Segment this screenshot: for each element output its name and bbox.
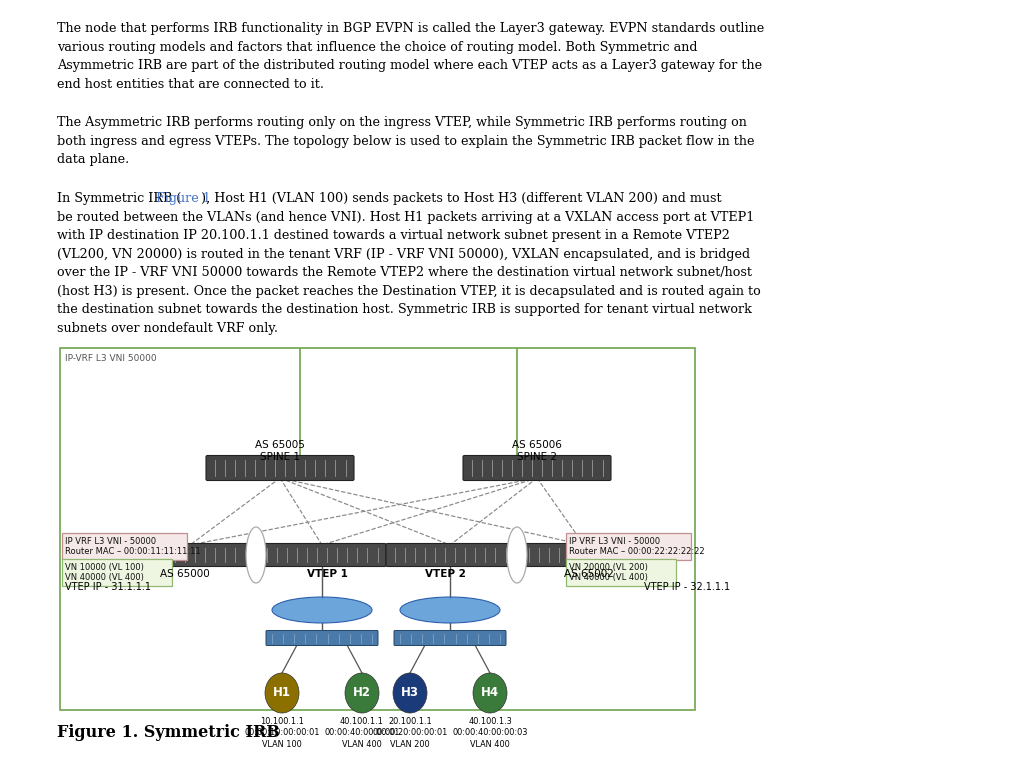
Text: both ingress and egress VTEPs. The topology below is used to explain the Symmetr: both ingress and egress VTEPs. The topol… bbox=[57, 135, 755, 148]
Text: VTEP IP - 31.1.1.1: VTEP IP - 31.1.1.1 bbox=[65, 582, 151, 592]
Text: subnets over nondefault VRF only.: subnets over nondefault VRF only. bbox=[57, 322, 278, 335]
Text: (host H3) is present. Once the packet reaches the Destination VTEP, it is decaps: (host H3) is present. Once the packet re… bbox=[57, 285, 761, 298]
FancyBboxPatch shape bbox=[60, 348, 695, 710]
FancyBboxPatch shape bbox=[394, 631, 506, 645]
Text: IP VRF L3 VNI - 50000: IP VRF L3 VNI - 50000 bbox=[65, 537, 156, 546]
Text: AS 65002: AS 65002 bbox=[564, 569, 614, 579]
Text: VN 10000 (VL 100): VN 10000 (VL 100) bbox=[65, 563, 144, 572]
Text: H3: H3 bbox=[401, 687, 419, 700]
Text: VTEP 2: VTEP 2 bbox=[425, 569, 466, 579]
Text: VTEP 1: VTEP 1 bbox=[306, 569, 347, 579]
Text: H4: H4 bbox=[481, 687, 499, 700]
Ellipse shape bbox=[473, 673, 507, 713]
Ellipse shape bbox=[507, 527, 527, 583]
Text: Figure 1. Symmetric IRB: Figure 1. Symmetric IRB bbox=[57, 724, 280, 741]
Text: SPINE 2: SPINE 2 bbox=[517, 452, 557, 462]
Text: AS 65005: AS 65005 bbox=[255, 440, 305, 450]
Text: H1: H1 bbox=[273, 687, 291, 700]
Text: VTEP IP - 32.1.1.1: VTEP IP - 32.1.1.1 bbox=[644, 582, 730, 592]
Text: be routed between the VLANs (and hence VNI). Host H1 packets arriving at a VXLAN: be routed between the VLANs (and hence V… bbox=[57, 210, 755, 223]
Text: SPINE 1: SPINE 1 bbox=[260, 452, 300, 462]
Text: Router MAC – 00:00:11:11:11:11: Router MAC – 00:00:11:11:11:11 bbox=[65, 547, 201, 556]
FancyBboxPatch shape bbox=[520, 544, 648, 567]
Text: the destination subnet towards the destination host. Symmetric IRB is supported : the destination subnet towards the desti… bbox=[57, 303, 752, 316]
FancyBboxPatch shape bbox=[566, 559, 676, 586]
FancyBboxPatch shape bbox=[566, 533, 691, 560]
Text: In Symmetric IRB (: In Symmetric IRB ( bbox=[57, 192, 185, 205]
Text: AS 65006: AS 65006 bbox=[512, 440, 562, 450]
FancyBboxPatch shape bbox=[258, 544, 386, 567]
Text: The Asymmetric IRB performs routing only on the ingress VTEP, while Symmetric IR: The Asymmetric IRB performs routing only… bbox=[57, 116, 746, 129]
Text: over the IP - VRF VNI 50000 towards the Remote VTEP2 where the destination virtu: over the IP - VRF VNI 50000 towards the … bbox=[57, 266, 752, 280]
FancyBboxPatch shape bbox=[62, 559, 172, 586]
Text: The node that performs IRB functionality in BGP EVPN is called the Layer3 gatewa: The node that performs IRB functionality… bbox=[57, 22, 764, 35]
FancyBboxPatch shape bbox=[463, 455, 611, 481]
Text: IP VRF L3 VNI - 50000: IP VRF L3 VNI - 50000 bbox=[569, 537, 660, 546]
Text: AS 65000: AS 65000 bbox=[160, 569, 210, 579]
Text: Figure 1: Figure 1 bbox=[156, 192, 211, 205]
Text: 40.100.1.3
00:00:40:00:00:03
VLAN 400: 40.100.1.3 00:00:40:00:00:03 VLAN 400 bbox=[453, 717, 527, 749]
Text: VN 20000 (VL 200): VN 20000 (VL 200) bbox=[569, 563, 648, 572]
FancyBboxPatch shape bbox=[126, 544, 254, 567]
Text: VN 40000 (VL 400): VN 40000 (VL 400) bbox=[569, 573, 648, 582]
Ellipse shape bbox=[345, 673, 379, 713]
Ellipse shape bbox=[265, 673, 299, 713]
Text: VN 40000 (VL 400): VN 40000 (VL 400) bbox=[65, 573, 144, 582]
Ellipse shape bbox=[400, 597, 500, 623]
Ellipse shape bbox=[393, 673, 427, 713]
Text: Asymmetric IRB are part of the distributed routing model where each VTEP acts as: Asymmetric IRB are part of the distribut… bbox=[57, 59, 762, 72]
Text: 20.100.1.1
00:00:20:00:00:01
VLAN 200: 20.100.1.1 00:00:20:00:00:01 VLAN 200 bbox=[373, 717, 447, 749]
Ellipse shape bbox=[246, 527, 266, 583]
FancyBboxPatch shape bbox=[266, 631, 378, 645]
Text: IP-VRF L3 VNI 50000: IP-VRF L3 VNI 50000 bbox=[65, 354, 157, 363]
FancyBboxPatch shape bbox=[206, 455, 354, 481]
FancyBboxPatch shape bbox=[386, 544, 514, 567]
Text: Router MAC – 00:00:22:22:22:22: Router MAC – 00:00:22:22:22:22 bbox=[569, 547, 705, 556]
Text: 40.100.1.1
00:00:40:00:00:01
VLAN 400: 40.100.1.1 00:00:40:00:00:01 VLAN 400 bbox=[325, 717, 399, 749]
Text: with IP destination IP 20.100.1.1 destined towards a virtual network subnet pres: with IP destination IP 20.100.1.1 destin… bbox=[57, 229, 730, 242]
Text: H2: H2 bbox=[353, 687, 371, 700]
Text: 10.100.1.1
00:00:10:00:00:01
VLAN 100: 10.100.1.1 00:00:10:00:00:01 VLAN 100 bbox=[245, 717, 319, 749]
Text: data plane.: data plane. bbox=[57, 154, 129, 167]
Text: ), Host H1 (VLAN 100) sends packets to Host H3 (different VLAN 200) and must: ), Host H1 (VLAN 100) sends packets to H… bbox=[198, 192, 722, 205]
Text: end host entities that are connected to it.: end host entities that are connected to … bbox=[57, 78, 324, 91]
Text: (VL200, VN 20000) is routed in the tenant VRF (IP - VRF VNI 50000), VXLAN encaps: (VL200, VN 20000) is routed in the tenan… bbox=[57, 248, 751, 260]
Ellipse shape bbox=[272, 597, 372, 623]
Text: various routing models and factors that influence the choice of routing model. B: various routing models and factors that … bbox=[57, 41, 697, 54]
FancyBboxPatch shape bbox=[62, 533, 187, 560]
